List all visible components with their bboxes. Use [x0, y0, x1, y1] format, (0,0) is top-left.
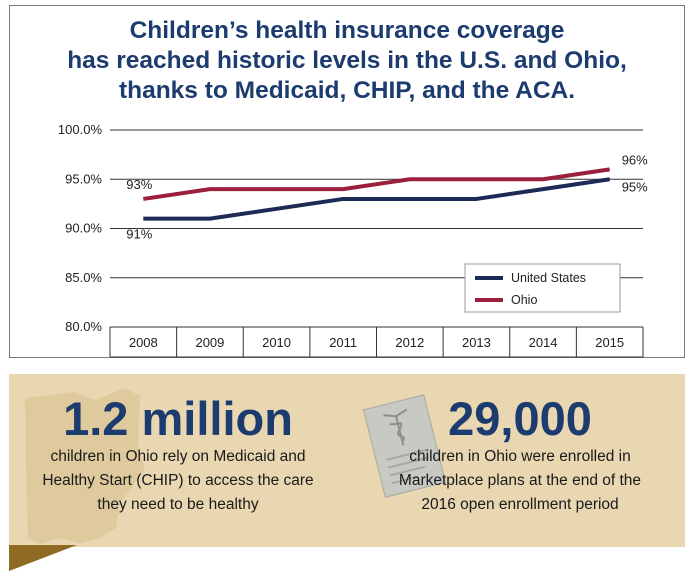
stat-number: 29,000 [448, 392, 592, 445]
ribbon-decoration [9, 545, 77, 571]
x-tick-label: 2008 [129, 335, 158, 350]
stat-block-children-medicaid: 1.2 million children in Ohio rely on Med… [20, 393, 336, 517]
chart-title: Children’s health insurance coverage has… [10, 16, 684, 106]
data-label: 91% [126, 227, 152, 242]
series-line-ohio [143, 167, 610, 201]
stat-description-line: Healthy Start (CHIP) to access the care [42, 472, 314, 489]
legend-box [464, 263, 621, 313]
y-tick-label: 95.0% [65, 171, 102, 186]
x-tick-label: 2010 [262, 335, 291, 350]
chart-panel: Children’s health insurance coverage has… [9, 5, 685, 358]
line-chart: 80.0% 85.0% 90.0% 95.0% 100.0% 2008 2009 2010 20… [58, 122, 648, 358]
ohio-state-outline-icon [25, 388, 145, 544]
chart-title-line-3: thanks to Medicaid, CHIP, and the ACA. [118, 77, 576, 104]
stat-description-line: they need to be healthy [97, 496, 259, 513]
y-tick-label: 90.0% [65, 221, 102, 236]
medical-document-icon [362, 394, 447, 498]
stat-description-line: 2016 open enrollment period [421, 496, 619, 513]
stat-description-line: children in Ohio were enrolled in [409, 448, 631, 465]
stat-block-marketplace: 29,000 children in Ohio were enrolled in… [370, 393, 670, 517]
y-tick-label: 80.0% [65, 319, 102, 334]
legend-label: Ohio [511, 293, 537, 307]
chart-title-line-1: Children’s health insurance coverage [129, 17, 565, 44]
y-tick-label: 100.0% [58, 122, 103, 137]
x-tick-label: 2013 [462, 335, 491, 350]
x-tick-label: 2015 [595, 335, 624, 350]
data-label: 93% [126, 177, 152, 192]
x-tick-label: 2014 [529, 335, 558, 350]
stat-description-line: Marketplace plans at the end of the [398, 472, 642, 489]
y-tick-label: 85.0% [65, 270, 102, 285]
data-label: 96% [622, 152, 648, 167]
x-tick-label: 2009 [195, 335, 224, 350]
data-label: 95% [622, 179, 648, 194]
stat-number: 1.2 million [63, 392, 293, 445]
stat-description-line: children in Ohio rely on Medicaid and [50, 448, 306, 465]
x-tick-label: 2012 [395, 335, 424, 350]
series-line-united-states [143, 177, 610, 221]
x-tick-label: 2011 [329, 335, 357, 350]
chart-title-line-2: has reached historic levels in the U.S. … [67, 47, 627, 74]
legend-label: United States [511, 271, 586, 285]
